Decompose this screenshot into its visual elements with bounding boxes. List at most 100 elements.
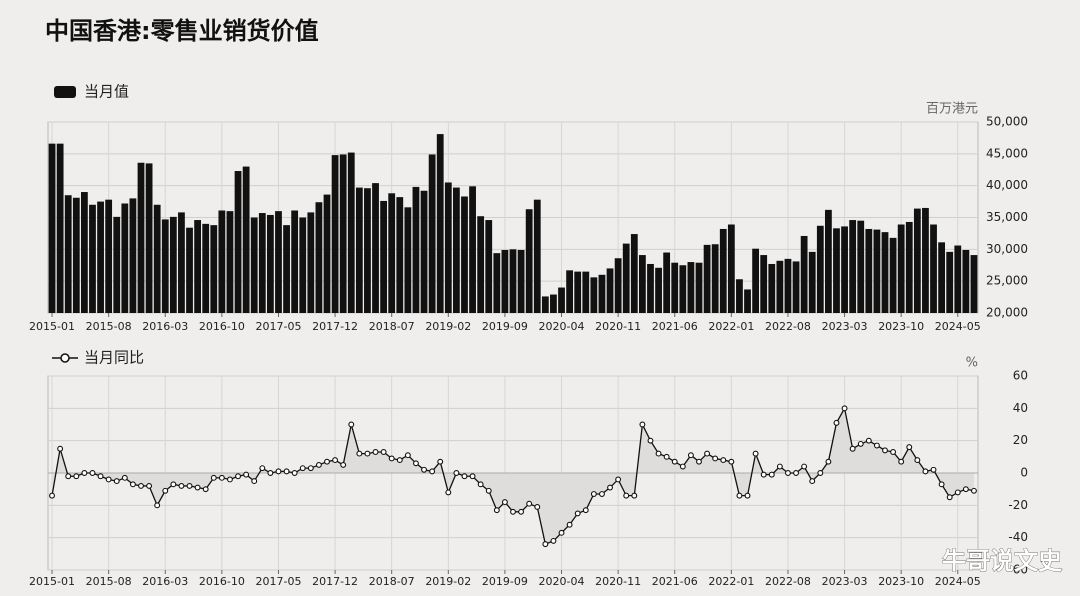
point — [558, 529, 565, 536]
bar — [218, 210, 226, 313]
bar — [202, 223, 210, 313]
bar — [153, 204, 161, 313]
point — [574, 510, 581, 517]
bar — [452, 187, 460, 313]
point — [590, 491, 597, 497]
point — [914, 457, 921, 464]
point — [178, 482, 185, 489]
point — [437, 458, 444, 465]
point — [679, 463, 686, 470]
y-tick-label: 35,000 — [986, 210, 1028, 224]
point — [429, 468, 436, 475]
point — [388, 455, 395, 462]
x-tick-label: 2019-02 — [425, 575, 471, 588]
point — [768, 471, 775, 478]
point — [607, 484, 613, 491]
bar — [857, 220, 865, 313]
point — [712, 455, 719, 462]
point — [340, 461, 347, 468]
x-tick-label: 2020-04 — [539, 575, 585, 588]
point — [49, 492, 55, 499]
bar — [323, 194, 331, 313]
bar — [355, 187, 363, 313]
y-tick-label: 20 — [1013, 433, 1028, 447]
bar — [962, 249, 970, 313]
bar — [873, 229, 881, 313]
bar — [121, 203, 129, 313]
point — [865, 437, 872, 444]
point — [962, 486, 969, 493]
point — [623, 492, 630, 499]
bar — [574, 271, 582, 313]
bar — [210, 225, 218, 313]
bar — [129, 198, 137, 313]
x-tick-label: 2016-10 — [199, 575, 245, 588]
point — [324, 458, 330, 465]
bar — [930, 224, 937, 313]
bar — [105, 199, 113, 313]
point — [785, 470, 791, 476]
point — [315, 461, 322, 468]
point — [73, 473, 80, 480]
point — [380, 449, 387, 455]
bar — [299, 217, 307, 313]
bar — [380, 200, 388, 313]
bar — [186, 227, 193, 313]
bar — [550, 294, 557, 313]
bar — [913, 208, 921, 313]
point — [954, 489, 961, 496]
bar — [396, 197, 404, 313]
y-tick-label: -60 — [1008, 563, 1028, 577]
point — [251, 478, 258, 485]
x-tick-label: 2023-10 — [878, 320, 924, 333]
x-tick-label: 2023-03 — [822, 575, 868, 588]
point — [243, 471, 250, 478]
point — [696, 458, 702, 465]
bar — [970, 255, 978, 313]
bar — [291, 210, 299, 313]
x-tick-label: 2018-07 — [369, 575, 415, 588]
point — [129, 481, 136, 488]
bar — [760, 255, 768, 313]
point — [364, 450, 371, 457]
x-tick-label: 2018-07 — [369, 320, 415, 333]
x-tick-label: 2017-12 — [312, 575, 358, 588]
bar — [169, 216, 177, 313]
bar — [388, 193, 396, 313]
y-tick-label: 30,000 — [986, 242, 1028, 256]
point — [227, 476, 233, 483]
point — [404, 452, 411, 459]
bar — [558, 287, 565, 313]
point — [898, 458, 905, 465]
bar — [307, 212, 315, 313]
x-tick-label: 2019-02 — [425, 320, 471, 333]
x-tick-label: 2022-01 — [708, 320, 754, 333]
point — [493, 507, 500, 514]
point — [372, 449, 379, 455]
bar — [784, 258, 792, 313]
point — [275, 468, 282, 475]
point — [809, 478, 816, 485]
point — [194, 484, 201, 491]
point — [267, 470, 274, 476]
x-tick-label: 2016-10 — [199, 320, 245, 333]
x-tick-label: 2015-08 — [86, 320, 132, 333]
bar — [922, 207, 929, 313]
point — [752, 450, 759, 457]
area — [52, 408, 974, 545]
point — [485, 487, 492, 494]
point — [728, 458, 735, 465]
bar — [137, 162, 145, 313]
y-tick-label: 0 — [1020, 466, 1028, 480]
bar — [792, 261, 800, 313]
bar — [56, 143, 64, 313]
point — [105, 476, 112, 483]
point — [259, 465, 266, 472]
bar — [178, 212, 185, 313]
point — [113, 478, 120, 485]
bar — [161, 219, 169, 313]
bar — [501, 249, 509, 313]
point — [186, 482, 193, 489]
point — [283, 468, 290, 475]
bar — [258, 213, 266, 313]
